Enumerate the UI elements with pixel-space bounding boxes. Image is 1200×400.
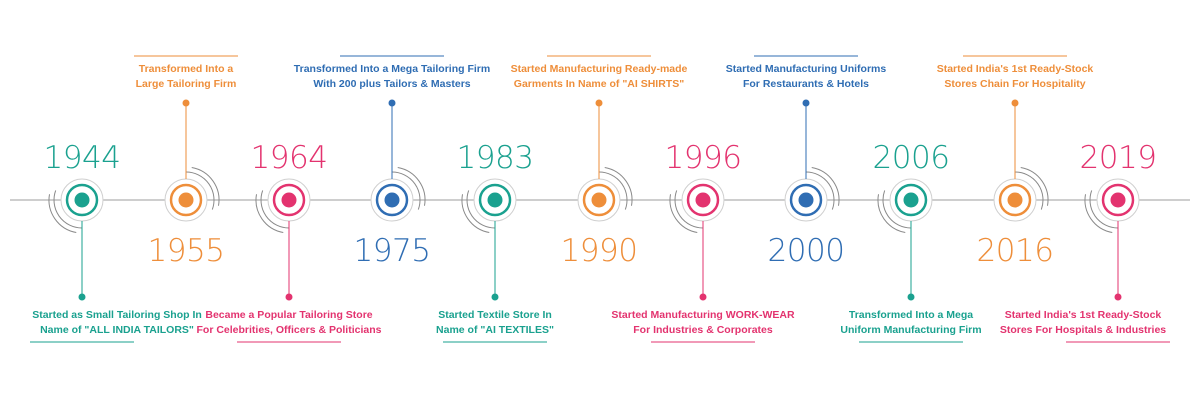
caption-line: Transformed Into a Mega — [848, 309, 974, 321]
year-label: 1975 — [353, 233, 431, 269]
caption-line: Garments In Name of "AI SHIRTS" — [513, 78, 685, 90]
year-label: 1983 — [456, 140, 534, 176]
year-label: 1964 — [250, 140, 328, 176]
node-dot — [798, 192, 814, 208]
year-label: 2019 — [1079, 140, 1157, 176]
node-dot — [74, 192, 90, 208]
caption-line: For Industries & Corporates — [633, 324, 773, 336]
node-dot — [903, 192, 919, 208]
ring-arc — [397, 167, 426, 206]
ring-arc — [604, 167, 633, 206]
connector-dot — [491, 293, 499, 301]
node-dot — [1007, 192, 1023, 208]
ring-arc — [48, 194, 77, 233]
ring-arc — [466, 190, 496, 229]
caption-line: Started as Small Tailoring Shop In — [32, 309, 202, 321]
ring-arc — [1020, 167, 1049, 206]
node-dot — [281, 192, 297, 208]
node-dot — [384, 192, 400, 208]
node-dot — [487, 192, 503, 208]
year-label: 1996 — [664, 140, 742, 176]
year-label: 1990 — [560, 233, 638, 269]
caption-line: Name of "AI TEXTILES" — [436, 324, 554, 336]
caption-line: Transformed Into a — [138, 63, 234, 75]
year-label: 2006 — [872, 140, 950, 176]
caption-line: Started Manufacturing WORK-WEAR — [611, 309, 795, 321]
ring-arc — [461, 194, 490, 233]
caption-line: For Celebrities, Officers & Politicians — [196, 324, 382, 336]
ring-arc — [260, 190, 290, 229]
connector-dot — [78, 293, 86, 301]
ring-arc — [255, 194, 284, 233]
ring-arc — [191, 167, 220, 206]
ring-arc — [1089, 190, 1119, 229]
caption-line: Large Tailoring Firm — [135, 78, 237, 90]
milestone-caption: Transformed Into a Mega Uniform Manufactu… — [796, 308, 1026, 338]
connector-dot — [285, 293, 293, 301]
caption-line: For Restaurants & Hotels — [742, 78, 870, 90]
caption-line: Stores Chain For Hospitality — [944, 78, 1086, 90]
connector-dot — [388, 99, 396, 107]
year-label: 1944 — [43, 140, 121, 176]
caption-line: Started Textile Store In — [438, 309, 552, 321]
ring-arc — [598, 171, 628, 210]
caption-line: Started India's 1st Ready-Stock — [936, 63, 1094, 75]
milestone-caption: Started Textile Store In Name of "AI TEXT… — [380, 308, 610, 338]
node-dot — [1110, 192, 1126, 208]
caption-line: Name of "ALL INDIA TAILORS" — [40, 324, 194, 336]
caption-line: With 200 plus Tailors & Masters — [313, 78, 471, 90]
ring-arc — [1014, 171, 1044, 210]
ring-arc — [805, 171, 835, 210]
caption-line: Transformed Into a Mega Tailoring Firm — [293, 63, 491, 75]
node-dot — [178, 192, 194, 208]
connector-dot — [1114, 293, 1122, 301]
milestone-caption: Started as Small Tailoring Shop In Name o… — [2, 308, 232, 338]
caption-line: Started Manufacturing Ready-made — [510, 63, 688, 75]
year-label: 2016 — [976, 233, 1054, 269]
caption-line: Started Manufacturing Uniforms — [725, 63, 887, 75]
milestone-caption: Started India's 1st Ready-Stock Stores Ch… — [900, 62, 1130, 92]
ring-arc — [882, 190, 912, 229]
connector-dot — [595, 99, 603, 107]
ring-arc — [1084, 194, 1113, 233]
connector-dot — [699, 293, 707, 301]
year-label: 1955 — [147, 233, 225, 269]
caption-line: Started India's 1st Ready-Stock — [1004, 309, 1162, 321]
ring-arc — [811, 167, 840, 206]
caption-line: Became a Popular Tailoring Store — [205, 309, 373, 321]
ring-arc — [674, 190, 704, 229]
ring-arc — [391, 171, 421, 210]
year-label: 2000 — [767, 233, 845, 269]
milestone-caption: Became a Popular Tailoring Store For Cele… — [174, 308, 404, 338]
connector-dot — [907, 293, 915, 301]
milestone-caption: Transformed Into a Large Tailoring Firm — [71, 62, 301, 92]
milestone-caption: Transformed Into a Mega Tailoring Firm Wi… — [277, 62, 507, 92]
milestone-caption: Started Manufacturing Uniforms For Restau… — [691, 62, 921, 92]
milestone-caption: Started Manufacturing Ready-made Garments… — [484, 62, 714, 92]
connector-dot — [1011, 99, 1019, 107]
connector-dot — [182, 99, 190, 107]
ring-arc — [185, 171, 215, 210]
ring-arc — [877, 194, 906, 233]
caption-line: Uniform Manufacturing Firm — [840, 324, 982, 336]
milestone-caption: Started Manufacturing WORK-WEAR For Indus… — [588, 308, 818, 338]
ring-arc — [53, 190, 83, 229]
connector-dot — [802, 99, 810, 107]
node-dot — [695, 192, 711, 208]
ring-arc — [669, 194, 698, 233]
milestone-caption: Started India's 1st Ready-Stock Stores Fo… — [968, 308, 1198, 338]
caption-line: Stores For Hospitals & Industries — [999, 324, 1167, 336]
node-dot — [591, 192, 607, 208]
